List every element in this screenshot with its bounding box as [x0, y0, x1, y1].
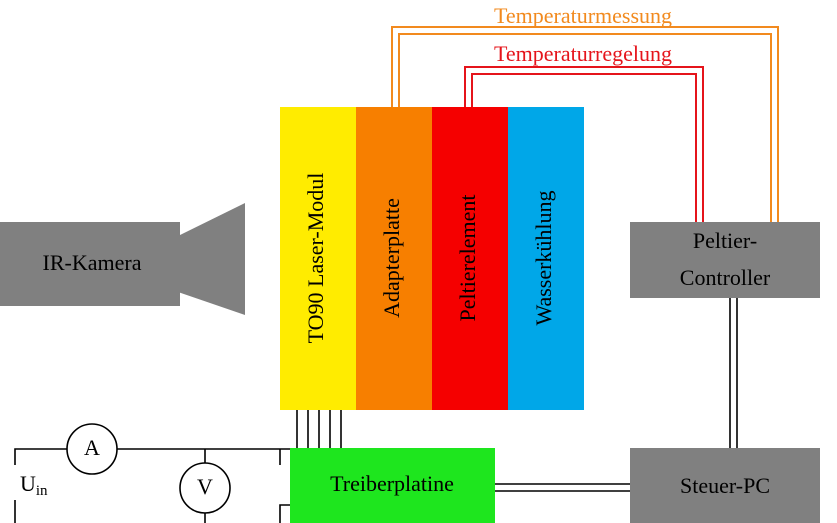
controller-label: Controller	[680, 265, 771, 290]
water-cooling	[508, 107, 584, 410]
driver-box	[290, 448, 495, 523]
laser-module	[280, 107, 356, 410]
voltage-main: U	[20, 471, 36, 496]
camera-body	[0, 222, 180, 306]
control-wire	[464, 66, 704, 222]
ammeter	[66, 423, 118, 475]
controller-box	[630, 222, 820, 298]
driver-label: Treiberplatine	[330, 471, 454, 496]
layer-label: TO90 Laser-Modul	[303, 173, 328, 344]
peltier-element	[432, 107, 508, 410]
pins	[296, 410, 342, 448]
voltmeter-label: V	[197, 474, 213, 499]
pc-label: Steuer-PC	[680, 473, 770, 498]
control-label: Temperaturregelung	[494, 41, 672, 66]
cable	[495, 298, 738, 492]
ammeter-label: A	[84, 435, 100, 460]
adapter-plate	[356, 107, 432, 410]
measurement-label: Temperaturmessung	[494, 3, 672, 28]
layer-label: Adapterplatte	[379, 198, 404, 318]
circuit-wires	[14, 448, 290, 523]
camera-lens	[178, 203, 245, 315]
camera-label: IR-Kamera	[43, 250, 142, 275]
measurement-wire	[391, 26, 779, 222]
voltage-label: Uin	[20, 471, 48, 499]
layer-label: Peltierelement	[455, 194, 480, 321]
pc-box	[630, 448, 820, 523]
layer-label: Wasserkühlung	[531, 190, 556, 325]
voltage-sub: in	[36, 483, 48, 499]
controller-label: Peltier-	[693, 228, 757, 253]
voltmeter	[179, 462, 231, 514]
